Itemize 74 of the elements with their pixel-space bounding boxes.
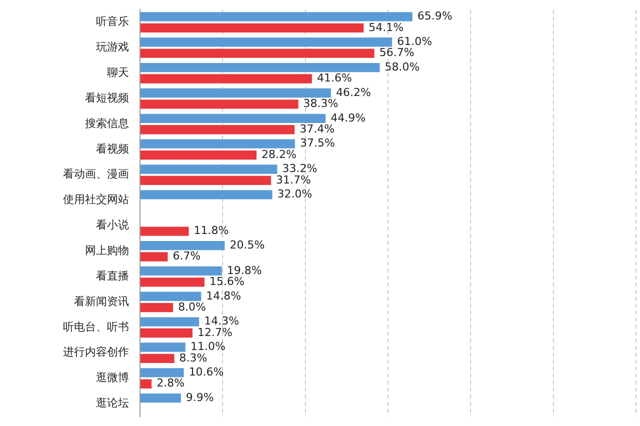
data-label: 19.8%: [226, 264, 262, 277]
data-label: 14.3%: [204, 314, 240, 328]
data-label: 37.5%: [300, 136, 335, 150]
data-label: 41.6%: [316, 72, 352, 85]
bar: [140, 317, 200, 326]
bar: [140, 342, 186, 352]
data-label: 11.0%: [190, 340, 226, 354]
bar: [140, 150, 257, 160]
bar: [140, 226, 189, 236]
y-tick-label: 看小说: [96, 218, 129, 232]
y-tick-label: 使用社交网站: [63, 193, 129, 206]
data-label: 31.7%: [276, 173, 311, 186]
y-tick-label: 听电台、听书: [63, 320, 129, 334]
data-label: 56.7%: [379, 46, 414, 60]
bar: [140, 62, 380, 72]
data-label: 9.9%: [186, 390, 214, 404]
y-tick-label: 玩游戏: [96, 40, 129, 54]
bar: [140, 12, 412, 22]
data-label: 38.3%: [303, 97, 338, 110]
bar: [140, 48, 374, 58]
bar: [140, 328, 192, 338]
data-label: 20.5%: [230, 238, 265, 252]
data-label: 15.6%: [209, 275, 244, 288]
y-tick-label: 进行内容创作: [63, 346, 129, 359]
y-tick-label: 看视频: [96, 142, 129, 156]
data-label: 12.7%: [197, 326, 232, 339]
bar: [140, 292, 202, 301]
bar: [140, 354, 174, 364]
bar: [140, 100, 298, 109]
data-label: 65.9%: [417, 10, 452, 23]
bar: [140, 394, 181, 403]
bar: [140, 74, 312, 84]
data-label: 2.8%: [156, 376, 185, 390]
bar: [140, 379, 152, 388]
data-label: 44.9%: [330, 111, 366, 124]
bar: [140, 252, 168, 262]
data-label: 28.2%: [262, 148, 297, 161]
data-label: 14.8%: [206, 289, 242, 302]
data-label: 54.1%: [368, 20, 404, 34]
y-tick-label: 看直播: [96, 269, 129, 282]
bar: [140, 88, 331, 98]
y-tick-label: 聊天: [107, 66, 129, 80]
data-label: 10.6%: [188, 366, 224, 379]
y-tick-label: 看新闻资讯: [74, 294, 129, 308]
bar: [140, 278, 204, 287]
bar: [140, 368, 184, 378]
y-tick-label: 看动画、漫画: [63, 168, 129, 181]
y-tick-label: 逛论坛: [96, 396, 129, 410]
y-tick-label: 听音乐: [96, 15, 129, 28]
bar: [140, 125, 295, 134]
data-label: 8.0%: [178, 300, 206, 314]
bar: [140, 139, 295, 148]
bar: [140, 38, 392, 47]
bar: [140, 266, 222, 276]
y-tick-label: 网上购物: [85, 244, 129, 257]
data-label: 32.0%: [277, 188, 312, 201]
y-tick-label: 搜索信息: [85, 116, 129, 130]
data-label: 37.4%: [300, 122, 335, 136]
bar: [140, 176, 272, 186]
data-label: 46.2%: [336, 86, 371, 99]
data-label: 33.2%: [282, 162, 318, 176]
y-tick-label: 逛微博: [96, 371, 129, 384]
data-label: 61.0%: [397, 35, 432, 48]
bar: [140, 302, 174, 312]
y-tick-label: 看短视频: [85, 91, 129, 104]
bar: [140, 190, 272, 200]
data-label: 11.8%: [194, 224, 229, 238]
bar: [140, 23, 364, 32]
data-label: 8.3%: [179, 351, 208, 364]
data-label: 58.0%: [384, 60, 420, 74]
data-label: 6.7%: [172, 250, 201, 263]
bar: [140, 164, 278, 174]
bar: [140, 114, 326, 124]
bar: [140, 240, 225, 250]
